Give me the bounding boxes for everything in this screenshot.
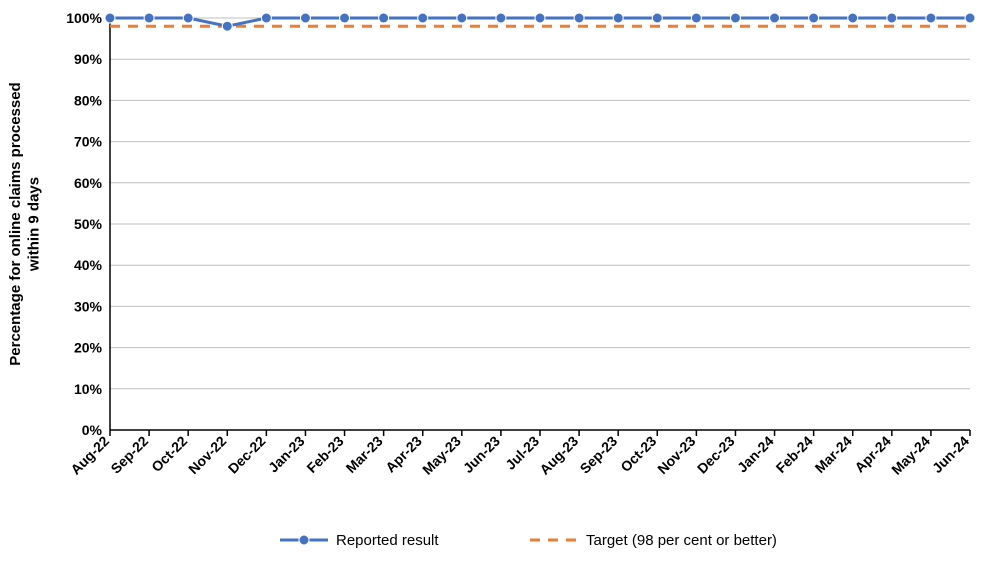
series-reported-marker: [926, 13, 936, 23]
series-reported-marker: [105, 13, 115, 23]
series-reported-marker: [887, 13, 897, 23]
y-tick-label: 80%: [74, 92, 103, 108]
y-tick-label: 50%: [74, 216, 103, 232]
series-reported-marker: [652, 13, 662, 23]
series-reported-marker: [613, 13, 623, 23]
series-reported-marker: [770, 13, 780, 23]
legend-label: Target (98 per cent or better): [586, 532, 777, 549]
series-reported-marker: [730, 13, 740, 23]
series-reported-marker: [809, 13, 819, 23]
series-reported-marker: [457, 13, 467, 23]
chart-svg: 0%10%20%30%40%50%60%70%80%90%100%Aug-22S…: [0, 0, 993, 563]
series-reported-marker: [496, 13, 506, 23]
legend-swatch-marker: [299, 535, 309, 545]
series-reported-marker: [965, 13, 975, 23]
series-reported-marker: [222, 21, 232, 31]
series-reported-marker: [574, 13, 584, 23]
claims-processed-chart: 0%10%20%30%40%50%60%70%80%90%100%Aug-22S…: [0, 0, 993, 563]
series-reported-marker: [535, 13, 545, 23]
y-tick-label: 60%: [74, 175, 103, 191]
series-reported-marker: [144, 13, 154, 23]
y-tick-label: 40%: [74, 257, 103, 273]
y-tick-label: 70%: [74, 134, 103, 150]
y-tick-label: 10%: [74, 381, 103, 397]
y-tick-label: 100%: [66, 10, 102, 26]
series-reported-marker: [300, 13, 310, 23]
y-tick-label: 30%: [74, 298, 103, 314]
series-reported-marker: [691, 13, 701, 23]
series-reported-marker: [848, 13, 858, 23]
series-reported-marker: [379, 13, 389, 23]
series-reported-marker: [340, 13, 350, 23]
y-tick-label: 20%: [74, 340, 103, 356]
legend-label: Reported result: [336, 532, 439, 549]
y-tick-label: 90%: [74, 51, 103, 67]
y-axis-label-line2: within 9 days: [26, 177, 43, 272]
series-reported-marker: [418, 13, 428, 23]
series-reported-marker: [261, 13, 271, 23]
y-axis-label-line1: Percentage for online claims processed: [7, 82, 24, 365]
series-reported-marker: [183, 13, 193, 23]
